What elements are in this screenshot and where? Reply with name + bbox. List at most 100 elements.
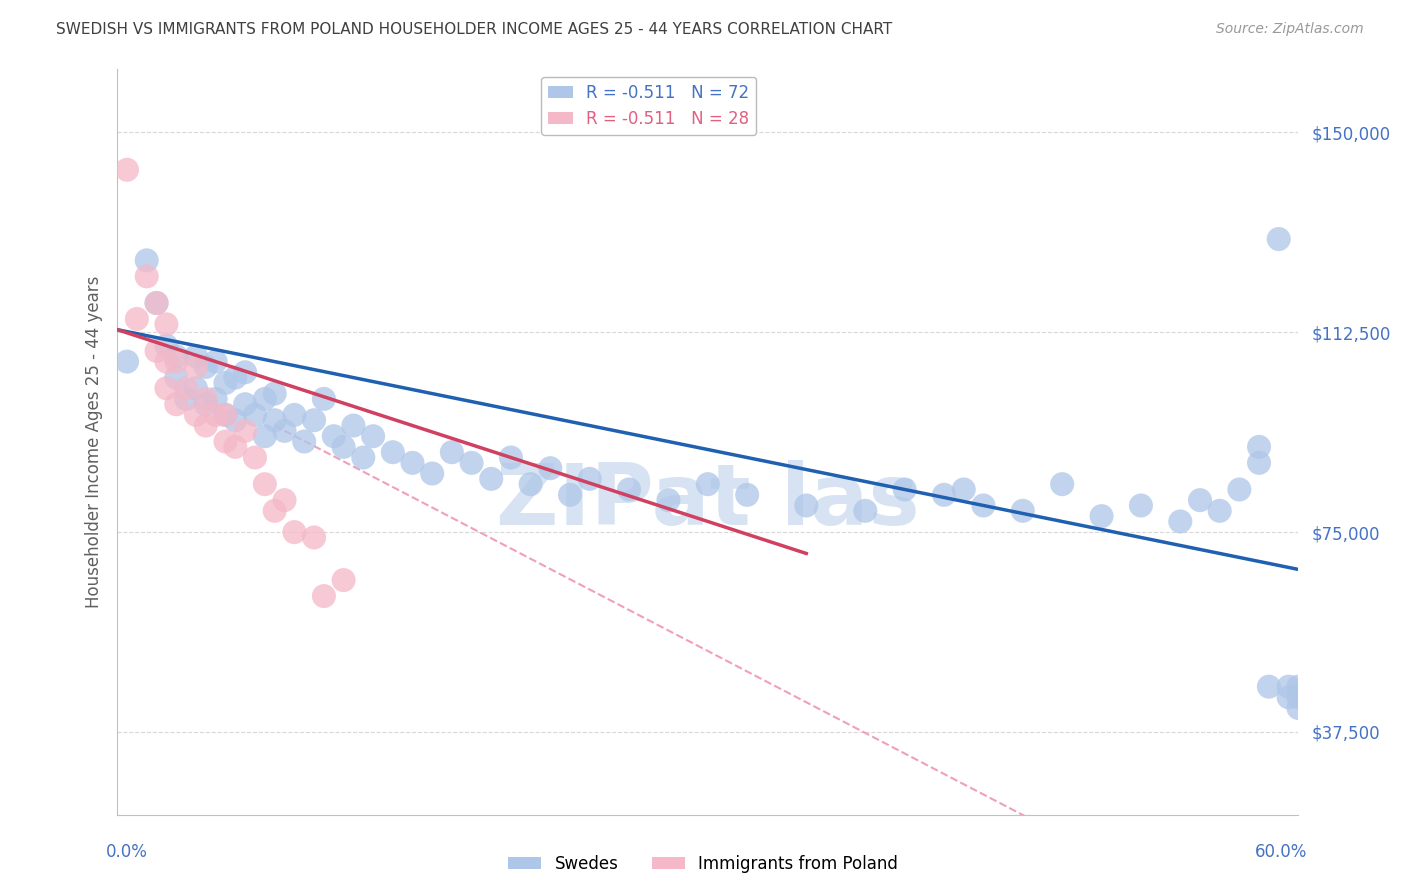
Point — [1090, 509, 1112, 524]
Point — [499, 450, 522, 465]
Point — [794, 499, 817, 513]
Point — [1247, 440, 1270, 454]
Point — [224, 440, 246, 454]
Point — [1227, 483, 1250, 497]
Point — [1168, 515, 1191, 529]
Legend: R = -0.511   N = 72, R = -0.511   N = 28: R = -0.511 N = 72, R = -0.511 N = 28 — [541, 77, 756, 135]
Point — [194, 397, 217, 411]
Point — [174, 392, 197, 406]
Point — [972, 499, 994, 513]
Point — [204, 408, 226, 422]
Point — [165, 397, 187, 411]
Point — [893, 483, 915, 497]
Point — [115, 162, 138, 177]
Point — [381, 445, 404, 459]
Point — [420, 467, 443, 481]
Point — [1267, 232, 1289, 246]
Point — [342, 418, 364, 433]
Point — [292, 434, 315, 449]
Point — [214, 408, 236, 422]
Point — [735, 488, 758, 502]
Point — [174, 381, 197, 395]
Point — [184, 408, 207, 422]
Point — [1208, 504, 1230, 518]
Point — [322, 429, 344, 443]
Point — [1050, 477, 1073, 491]
Point — [145, 343, 167, 358]
Point — [1286, 701, 1309, 715]
Point — [558, 488, 581, 502]
Point — [253, 429, 276, 443]
Text: SWEDISH VS IMMIGRANTS FROM POLAND HOUSEHOLDER INCOME AGES 25 - 44 YEARS CORRELAT: SWEDISH VS IMMIGRANTS FROM POLAND HOUSEH… — [56, 22, 893, 37]
Point — [696, 477, 718, 491]
Point — [519, 477, 541, 491]
Point — [401, 456, 423, 470]
Point — [165, 349, 187, 363]
Point — [657, 493, 679, 508]
Point — [165, 354, 187, 368]
Text: Source: ZipAtlas.com: Source: ZipAtlas.com — [1216, 22, 1364, 37]
Point — [165, 370, 187, 384]
Point — [145, 296, 167, 310]
Point — [352, 450, 374, 465]
Y-axis label: Householder Income Ages 25 - 44 years: Householder Income Ages 25 - 44 years — [86, 276, 103, 607]
Point — [312, 589, 335, 603]
Point — [1286, 690, 1309, 705]
Point — [155, 354, 177, 368]
Point — [538, 461, 561, 475]
Point — [440, 445, 463, 459]
Point — [194, 418, 217, 433]
Point — [204, 392, 226, 406]
Point — [1188, 493, 1211, 508]
Legend: Swedes, Immigrants from Poland: Swedes, Immigrants from Poland — [501, 848, 905, 880]
Point — [332, 573, 354, 587]
Text: ZIPat las: ZIPat las — [496, 459, 920, 542]
Point — [135, 269, 157, 284]
Point — [214, 434, 236, 449]
Point — [853, 504, 876, 518]
Point — [302, 531, 325, 545]
Point — [194, 359, 217, 374]
Text: 60.0%: 60.0% — [1256, 843, 1308, 861]
Point — [1277, 690, 1299, 705]
Point — [302, 413, 325, 427]
Point — [233, 397, 256, 411]
Point — [1257, 680, 1279, 694]
Point — [214, 376, 236, 390]
Point — [361, 429, 384, 443]
Point — [332, 440, 354, 454]
Point — [155, 338, 177, 352]
Point — [263, 413, 285, 427]
Point — [253, 392, 276, 406]
Point — [184, 349, 207, 363]
Point — [617, 483, 640, 497]
Point — [1277, 680, 1299, 694]
Point — [233, 424, 256, 438]
Point — [273, 493, 295, 508]
Point — [932, 488, 955, 502]
Point — [263, 504, 285, 518]
Point — [460, 456, 482, 470]
Point — [135, 253, 157, 268]
Point — [479, 472, 502, 486]
Point — [145, 296, 167, 310]
Point — [1129, 499, 1152, 513]
Point — [283, 408, 305, 422]
Point — [273, 424, 295, 438]
Point — [952, 483, 974, 497]
Point — [184, 359, 207, 374]
Point — [204, 354, 226, 368]
Point — [263, 386, 285, 401]
Point — [125, 312, 148, 326]
Point — [243, 408, 266, 422]
Point — [155, 318, 177, 332]
Point — [184, 381, 207, 395]
Text: 0.0%: 0.0% — [105, 843, 148, 861]
Point — [155, 381, 177, 395]
Point — [115, 354, 138, 368]
Point — [253, 477, 276, 491]
Point — [224, 413, 246, 427]
Point — [194, 392, 217, 406]
Point — [1286, 680, 1309, 694]
Point — [214, 408, 236, 422]
